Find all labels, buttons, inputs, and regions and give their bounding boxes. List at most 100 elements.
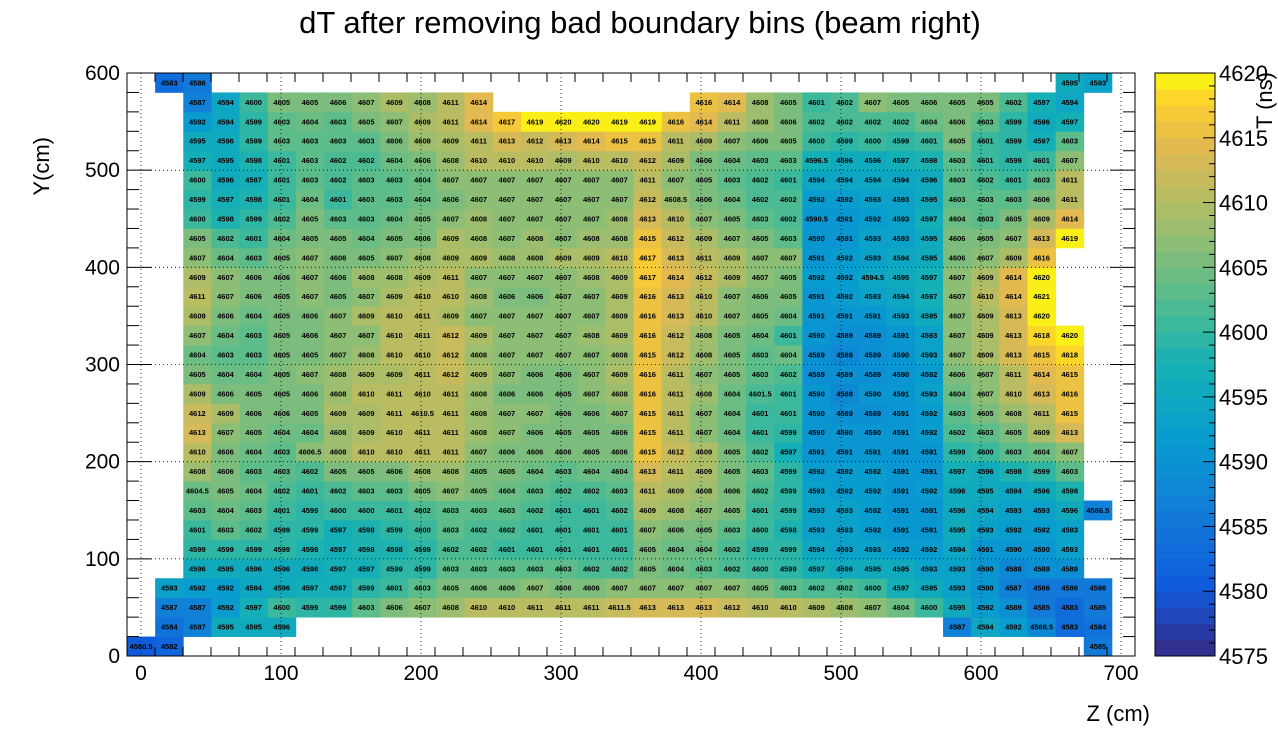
heatmap-cell: [323, 578, 353, 599]
heatmap-cell: [549, 481, 578, 501]
heatmap-cell: [605, 539, 634, 560]
heatmap-cell: [717, 209, 747, 229]
cell-label: 4603: [386, 176, 403, 185]
heatmap-cell: [380, 267, 409, 288]
heatmap-cell: [858, 325, 888, 346]
heatmap-cell: [802, 267, 831, 288]
cell-label: 4609: [977, 331, 994, 340]
cell-label: 4603: [217, 350, 234, 359]
cell-label: 4603: [217, 525, 234, 534]
heatmap-cell: [492, 578, 522, 599]
heatmap-cell: [183, 500, 212, 521]
heatmap-cell: [661, 267, 691, 288]
cell-label: 4607: [499, 331, 516, 340]
cell-label: 4610: [358, 448, 375, 457]
cell-label: 4599: [302, 603, 319, 612]
cell-label: 4607: [499, 195, 516, 204]
heatmap-cell: [295, 92, 325, 113]
heatmap-cell: [520, 383, 550, 404]
cell-label: 4602: [414, 506, 431, 515]
cell-label: 4592: [921, 545, 938, 554]
cell-label: 4586: [1089, 584, 1106, 593]
heatmap-cell: [1055, 131, 1085, 152]
cell-label: 4620: [555, 117, 572, 126]
cell-label: 4606: [470, 584, 487, 593]
heatmap-cell: [1055, 150, 1085, 171]
heatmap-cell: [295, 558, 325, 579]
cell-label: 4603: [1005, 448, 1022, 457]
cell-label: 4604: [245, 487, 263, 496]
cell-label: 4607: [330, 331, 347, 340]
cell-label: 4601: [808, 98, 825, 107]
cell-label: 4603: [245, 253, 262, 262]
cell-label: 4606: [386, 137, 403, 146]
cell-label: 4608: [752, 98, 769, 107]
cell-label: 4607: [583, 195, 600, 204]
heatmap-cell: [520, 403, 550, 424]
cell-label: 4590: [893, 350, 910, 359]
heatmap-cell: [943, 558, 972, 579]
cell-label: 4599: [780, 467, 797, 476]
cell-label: 4609: [611, 331, 628, 340]
heatmap-cell: [239, 111, 269, 132]
cell-label: 4610: [667, 214, 684, 223]
cell-label: 4607: [527, 331, 544, 340]
cell-label: 4602: [583, 564, 600, 573]
cell-label: 4608: [696, 350, 713, 359]
cell-label: 4614: [470, 98, 488, 107]
heatmap-cell: [295, 228, 325, 249]
cell-label: 4608: [470, 389, 487, 398]
cell-label: 4605: [639, 545, 656, 554]
cell-label: 4607: [330, 312, 347, 321]
heatmap-cell: [549, 111, 578, 132]
heatmap-cell: [211, 345, 240, 365]
cell-label: 4598: [245, 156, 262, 165]
cell-label: 4608: [527, 253, 544, 262]
cell-label: 4611: [442, 409, 458, 418]
heatmap-cell: [830, 403, 860, 424]
cell-label: 4610: [470, 156, 487, 165]
heatmap-cell: [858, 383, 888, 404]
cell-label: 4591: [893, 448, 910, 457]
cell-label: 4604: [780, 350, 798, 359]
cell-label: 4604: [724, 156, 742, 165]
heatmap-cell: [830, 189, 860, 210]
heatmap-cell: [661, 111, 691, 132]
heatmap-cell: [464, 364, 494, 385]
cell-label: 4603: [1005, 195, 1022, 204]
heatmap-cell: [717, 539, 747, 560]
cell-label: 4608: [611, 350, 628, 359]
cell-label: 4597: [1033, 98, 1050, 107]
heatmap-cell: [886, 578, 916, 599]
heatmap-cell: [520, 286, 550, 307]
heatmap-cell: [380, 247, 409, 268]
heatmap-cell: [323, 345, 353, 365]
cell-label: 4611: [639, 176, 655, 185]
cell-label: 4606: [273, 409, 290, 418]
cell-label: 4602: [217, 234, 234, 243]
heatmap-cell: [380, 597, 409, 618]
y-tick-label: 600: [85, 62, 120, 85]
cell-label: 4605: [189, 370, 206, 379]
heatmap-cell: [633, 500, 663, 521]
cell-label: 4607: [696, 214, 713, 223]
cell-label: 4593: [161, 584, 178, 593]
cell-label: 4613: [639, 214, 656, 223]
heatmap-cell: [436, 442, 466, 463]
cell-label: 4606: [414, 156, 431, 165]
heatmap-cell: [492, 247, 522, 268]
cell-label: 4605: [330, 467, 347, 476]
cell-label: 4607: [555, 292, 572, 301]
heatmap-cell: [774, 209, 803, 229]
cell-label: 4602: [864, 117, 881, 126]
heatmap-cell: [830, 461, 860, 482]
heatmap-cell: [605, 461, 634, 482]
heatmap-cell: [380, 306, 409, 327]
heatmap-cell: [746, 150, 775, 171]
cell-label: 4609: [414, 117, 431, 126]
cell-label: 4598: [1005, 467, 1022, 476]
cell-label: 4598: [1061, 487, 1078, 496]
cell-label: 4600: [245, 98, 262, 107]
colorbar-swatch: [1155, 429, 1215, 446]
heatmap-cell: [717, 403, 747, 424]
